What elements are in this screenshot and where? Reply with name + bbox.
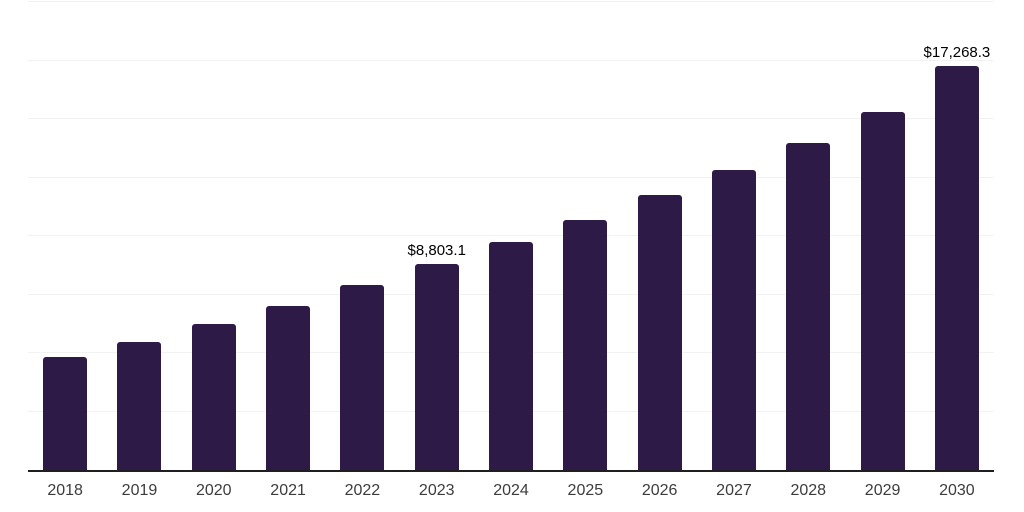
x-tick-label-2019: 2019 bbox=[121, 482, 158, 499]
x-tick-label-2029: 2029 bbox=[864, 482, 901, 499]
bar-column-2027 bbox=[697, 2, 771, 470]
plot-area: $8,803.1 $17,268.3 bbox=[28, 1, 994, 472]
bar-2023 bbox=[414, 264, 459, 470]
value-label-2023: $8,803.1 bbox=[407, 242, 466, 260]
bar-2027 bbox=[711, 170, 756, 470]
x-tick-label-2022: 2022 bbox=[344, 482, 381, 499]
x-tick-label-2020: 2020 bbox=[195, 482, 232, 499]
gridline-15000 bbox=[28, 118, 994, 119]
bars-layer: $8,803.1 $17,268.3 bbox=[28, 2, 994, 470]
bar-column-2018 bbox=[28, 2, 102, 470]
bar-column-2020 bbox=[177, 2, 251, 470]
gridline-12500 bbox=[28, 176, 994, 178]
bar-column-2019 bbox=[102, 2, 176, 470]
bar-column-2022 bbox=[325, 2, 399, 470]
gridline-10000 bbox=[28, 235, 994, 236]
bar-2020 bbox=[191, 324, 236, 470]
bar-2029 bbox=[860, 111, 905, 470]
x-tick-label-2023: 2023 bbox=[418, 482, 455, 499]
bar-column-2029 bbox=[845, 2, 919, 470]
gridline-17500 bbox=[28, 59, 994, 61]
bar-column-2023: $8,803.1 bbox=[400, 2, 474, 470]
bar-2018 bbox=[43, 357, 88, 470]
x-tick-label-2030: 2030 bbox=[939, 482, 975, 499]
x-tick-label-2025: 2025 bbox=[567, 482, 604, 499]
x-axis: 2018 2019 2020 2021 2022 2023 2024 2025 2026 2027… bbox=[28, 481, 994, 501]
bar-column-2026 bbox=[623, 2, 697, 470]
bar-2021 bbox=[266, 306, 311, 470]
bar-column-2025 bbox=[548, 2, 622, 470]
x-tick-label-2026: 2026 bbox=[641, 482, 678, 499]
bar-column-2024 bbox=[474, 2, 548, 470]
gridline-20000 bbox=[28, 1, 994, 2]
bar-2025 bbox=[563, 220, 608, 470]
bar-2022 bbox=[340, 284, 385, 470]
x-tick-label-2024: 2024 bbox=[493, 482, 529, 499]
bar-column-2021 bbox=[251, 2, 325, 470]
bar-column-2028 bbox=[771, 2, 845, 470]
x-tick-label-2028: 2028 bbox=[790, 482, 827, 499]
x-tick-label-2021: 2021 bbox=[270, 482, 306, 499]
value-label-2030: $17,268.3 bbox=[923, 43, 991, 61]
bar-2024 bbox=[489, 242, 534, 470]
x-tick-label-2027: 2027 bbox=[716, 482, 752, 499]
x-tick-label-2018: 2018 bbox=[47, 482, 83, 499]
bar-2019 bbox=[117, 342, 162, 470]
bar-2026 bbox=[637, 195, 682, 470]
bar-column-2030: $17,268.3 bbox=[920, 2, 994, 470]
bar-2030 bbox=[934, 65, 979, 470]
bar-2028 bbox=[786, 142, 831, 470]
